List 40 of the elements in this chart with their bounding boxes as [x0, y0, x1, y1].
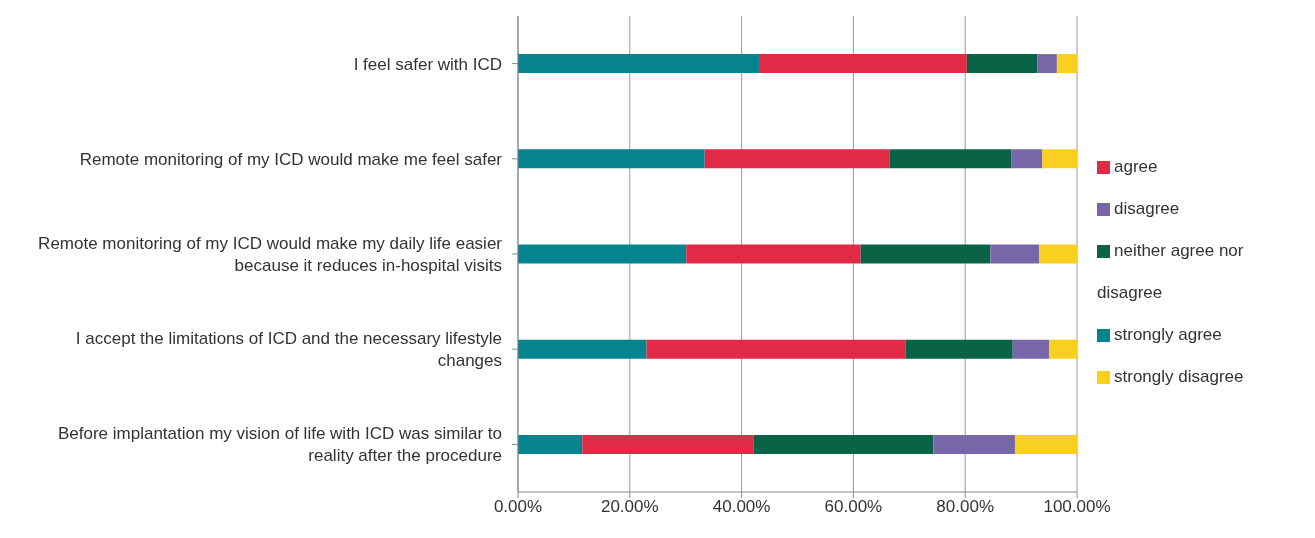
- bar: [990, 244, 1039, 264]
- y-tick-label: I accept the limitations of ICD and the necessary lifestyle changes: [75, 328, 502, 370]
- bar: [758, 54, 967, 74]
- legend-label: strongly disagree: [1114, 367, 1244, 386]
- bar: [860, 244, 991, 264]
- bar: [686, 244, 861, 264]
- bar: [1056, 54, 1077, 74]
- x-tick-label: 60.00%: [824, 497, 883, 517]
- x-tick-label: 40.00%: [712, 497, 771, 517]
- bar: [905, 339, 1013, 359]
- bar: [704, 149, 890, 169]
- bar: [518, 244, 687, 264]
- bar: [518, 434, 583, 454]
- y-tick-label: Before implantation my vision of life with ICD was similar to reality after the procedure: [57, 423, 502, 465]
- bar: [1011, 149, 1043, 169]
- legend-label: disagree: [1114, 199, 1180, 218]
- legend-label: agree: [1114, 157, 1158, 176]
- bar: [518, 149, 705, 169]
- legend-label: strongly agree: [1114, 325, 1222, 344]
- y-tick-label: Remote monitoring of my ICD would make my daily life easier because it reduces in-hospital visits: [38, 233, 503, 275]
- bar: [1037, 54, 1057, 74]
- bar: [933, 434, 1015, 454]
- bar: [966, 54, 1038, 74]
- bar: [518, 54, 759, 74]
- y-tick-label: Remote monitoring of my ICD would make me feel safer: [79, 149, 503, 169]
- bar: [1049, 339, 1077, 359]
- bar: [1042, 149, 1077, 169]
- bar: [1014, 434, 1077, 454]
- bar: [646, 339, 906, 359]
- bar: [753, 434, 934, 454]
- x-tick-label: 80.00%: [936, 497, 995, 517]
- bar: [1012, 339, 1050, 359]
- bar: [582, 434, 754, 454]
- x-tick-label: 100.00%: [1043, 497, 1111, 517]
- x-tick-label: 0.00%: [493, 497, 543, 517]
- x-tick-label: 20.00%: [600, 497, 659, 517]
- bar: [518, 339, 647, 359]
- bar: [889, 149, 1012, 169]
- bar: [1038, 244, 1077, 264]
- y-tick-label: I feel safer with ICD: [353, 54, 502, 74]
